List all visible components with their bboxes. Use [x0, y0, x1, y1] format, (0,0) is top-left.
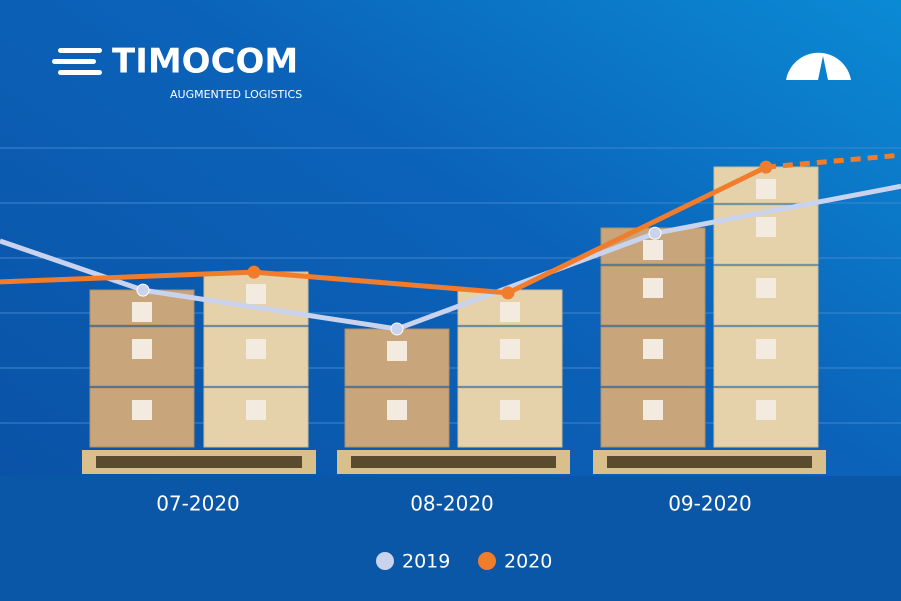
logo-icon — [52, 48, 102, 75]
box-label — [500, 400, 520, 420]
point — [759, 160, 773, 174]
pallet-gap — [607, 456, 812, 468]
box-label — [756, 339, 776, 359]
box-label — [246, 400, 266, 420]
point — [648, 226, 662, 240]
legend-label: 2019 — [402, 551, 450, 573]
box-label — [756, 179, 776, 199]
box-label — [246, 339, 266, 359]
point — [390, 322, 404, 336]
floor — [0, 476, 901, 601]
x-tick-label: 07-2020 — [156, 492, 240, 516]
pallet-gap — [96, 456, 302, 468]
legend-marker — [478, 552, 496, 570]
legend-label: 2020 — [504, 551, 552, 573]
box-label — [132, 339, 152, 359]
box-label — [643, 278, 663, 298]
box-label — [246, 284, 266, 304]
pallet-gap — [351, 456, 556, 468]
point — [501, 286, 515, 300]
gauge-icon — [786, 52, 851, 80]
box-label — [756, 400, 776, 420]
brand-name: TIMOCOM — [112, 42, 298, 82]
series-line — [0, 164, 768, 296]
box-label — [500, 339, 520, 359]
box-label — [132, 302, 152, 322]
series-forecast — [765, 152, 901, 170]
brand-tagline: AUGMENTED LOGISTICS — [170, 88, 302, 101]
box-label — [756, 278, 776, 298]
box-label — [387, 341, 407, 361]
box-label — [387, 400, 407, 420]
box-label — [643, 339, 663, 359]
gauge-needle — [818, 56, 828, 80]
box-label — [132, 400, 152, 420]
box-label — [756, 217, 776, 237]
point — [136, 283, 150, 297]
box-label — [643, 400, 663, 420]
box-label — [500, 302, 520, 322]
x-tick-label: 08-2020 — [410, 492, 494, 516]
box-label — [643, 240, 663, 260]
x-tick-label: 09-2020 — [668, 492, 752, 516]
legend-marker — [376, 552, 394, 570]
point — [247, 265, 261, 279]
